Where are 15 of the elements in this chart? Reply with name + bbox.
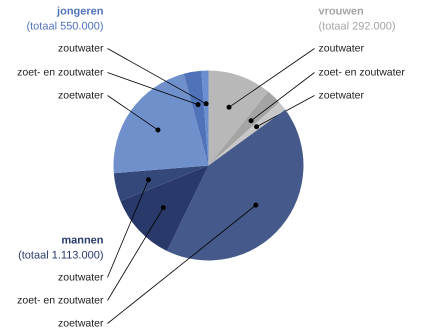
slice-label: zoetwater bbox=[58, 318, 104, 330]
slice-label: zoet- en zoutwater bbox=[318, 66, 406, 78]
slice-label: zoutwater bbox=[58, 272, 104, 284]
slice-label: zoetwater bbox=[58, 90, 104, 102]
text: mannen bbox=[61, 234, 104, 246]
slice-label: zoetwater bbox=[318, 90, 365, 102]
text: vrouwen bbox=[318, 6, 364, 18]
text: (totaal 292.000) bbox=[318, 20, 396, 32]
slice-label: zoutwater bbox=[58, 42, 104, 54]
slice-label: zoet- en zoutwater bbox=[17, 294, 104, 306]
text: (totaal 550.000) bbox=[26, 20, 104, 32]
text: jongeren bbox=[56, 6, 104, 18]
slice-label: zoet- en zoutwater bbox=[17, 66, 104, 78]
text: (totaal 1.113.000) bbox=[18, 250, 104, 262]
slice-label: zoutwater bbox=[318, 42, 365, 54]
